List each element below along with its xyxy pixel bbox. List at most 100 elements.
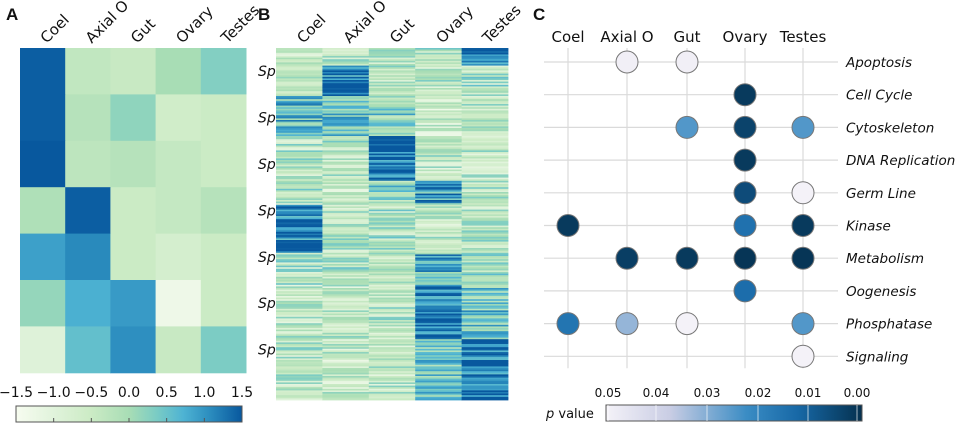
panel-b-cell	[276, 123, 323, 126]
panel-letter-b: B	[258, 5, 270, 24]
panel-b-cell	[461, 155, 509, 158]
panel-b-cell	[322, 248, 370, 250]
panel-b-cell	[276, 97, 323, 100]
panel-b-cell	[461, 97, 509, 100]
panel-b-cell	[415, 361, 462, 364]
panel-b-cell	[415, 371, 462, 374]
panel-b-cell	[368, 110, 416, 113]
panel-b-cell	[415, 102, 462, 105]
panel-b-cell	[276, 350, 323, 353]
panel-b-cell	[276, 281, 323, 284]
panel-b-cell	[415, 340, 462, 343]
panel-b-cell	[368, 118, 416, 121]
panel-b-cell	[368, 358, 416, 361]
panel-b-cell	[276, 360, 323, 362]
panel-b-cell	[415, 184, 462, 186]
panel-b-cell	[276, 297, 323, 300]
panel-b-cell	[368, 112, 416, 114]
panel-b-cell	[322, 216, 370, 218]
panel-b-cell	[415, 200, 462, 202]
panel-b-cell	[415, 163, 462, 166]
panel-b-cell	[368, 390, 416, 393]
panel-c-category-label: Cell Cycle	[846, 88, 912, 104]
panel-b-cell	[368, 193, 416, 196]
panel-b-cell	[461, 62, 509, 65]
panel-b-cell	[368, 305, 416, 308]
panel-a-cell	[20, 140, 66, 188]
panel-b-cell	[415, 84, 462, 87]
panel-b-cell	[461, 267, 509, 270]
panel-b-cell	[322, 73, 370, 76]
panel-b-cell	[461, 371, 509, 374]
panel-b-cell	[322, 339, 370, 342]
panel-b-cell	[461, 196, 509, 199]
panel-b-cell	[276, 78, 323, 81]
panel-b-cell	[461, 300, 509, 303]
panel-b-cell	[415, 107, 462, 110]
panel-b-cell	[322, 368, 370, 370]
panel-b-cell	[415, 246, 462, 249]
panel-b-cell	[368, 102, 416, 105]
panel-b-cell	[276, 267, 323, 270]
panel-b-cell	[276, 398, 323, 401]
panel-b-cell	[415, 320, 462, 322]
panel-b-cell	[415, 230, 462, 233]
panel-c-category-labels: Apoptosis Cell Cycle Cytoskeleton DNA Repli…	[845, 55, 955, 365]
panel-b-cell	[276, 184, 323, 186]
panel-c-column-label: Coel	[551, 28, 584, 46]
panel-b-cell	[461, 275, 509, 278]
panel-b-cell	[322, 281, 370, 284]
panel-b-cell	[368, 369, 416, 372]
panel-b-cell	[415, 57, 462, 60]
panel-b-cell	[276, 302, 323, 305]
panel-c-point	[733, 148, 757, 172]
panel-b-cell	[276, 139, 323, 142]
panel-b-cell	[368, 198, 416, 201]
panel-b-cell	[276, 380, 323, 383]
panel-b-cell	[461, 222, 509, 225]
panel-b-cell	[322, 209, 370, 212]
panel-b-cell	[415, 105, 462, 108]
panel-b-cell	[415, 345, 462, 348]
panel-b-cell	[322, 219, 370, 222]
panel-b-cell	[276, 326, 323, 329]
panel-b-cell	[368, 374, 416, 377]
panel-b-cell	[276, 254, 323, 257]
panel-b-cell	[368, 124, 416, 127]
panel-a-column-label: Gut	[127, 15, 159, 47]
panel-a-cell	[200, 233, 247, 281]
panel-b-cell	[415, 92, 462, 95]
panel-c-category-label: Phosphatase	[846, 317, 932, 333]
panel-b-cell	[461, 355, 509, 358]
panel-b-cell	[322, 235, 370, 238]
panel-b-cell	[461, 131, 509, 134]
panel-b-cell	[461, 262, 509, 265]
panel-b-cell	[276, 371, 323, 374]
panel-b-cell	[415, 176, 462, 178]
panel-b-cell	[415, 166, 462, 169]
panel-b-cell	[368, 158, 416, 161]
panel-b-cell	[415, 368, 462, 370]
panel-b-cell	[276, 104, 323, 106]
panel-b-cell	[368, 336, 416, 338]
panel-b-cell	[368, 59, 416, 62]
panel-b-cell	[415, 268, 462, 271]
panel-b-cell	[368, 68, 416, 71]
panel-b-cell	[461, 320, 509, 322]
panel-b-cell	[461, 67, 509, 70]
panel-b-cell	[461, 200, 509, 202]
panel-b-cell	[276, 150, 323, 153]
panel-b-cell	[276, 238, 323, 241]
panel-b-cell	[276, 374, 323, 377]
panel-b-cell	[368, 265, 416, 268]
panel-b-cell	[461, 214, 509, 217]
panel-b-cell	[368, 262, 416, 265]
panel-b-cell	[368, 332, 416, 335]
panel-b-cell	[276, 337, 323, 340]
panel-b-cell	[368, 57, 416, 60]
panel-b-cell	[276, 152, 323, 154]
panel-b-cell	[322, 174, 370, 177]
panel-b-cell	[461, 192, 509, 194]
panel-b-cell	[368, 184, 416, 186]
panel-a-cell	[65, 233, 111, 281]
